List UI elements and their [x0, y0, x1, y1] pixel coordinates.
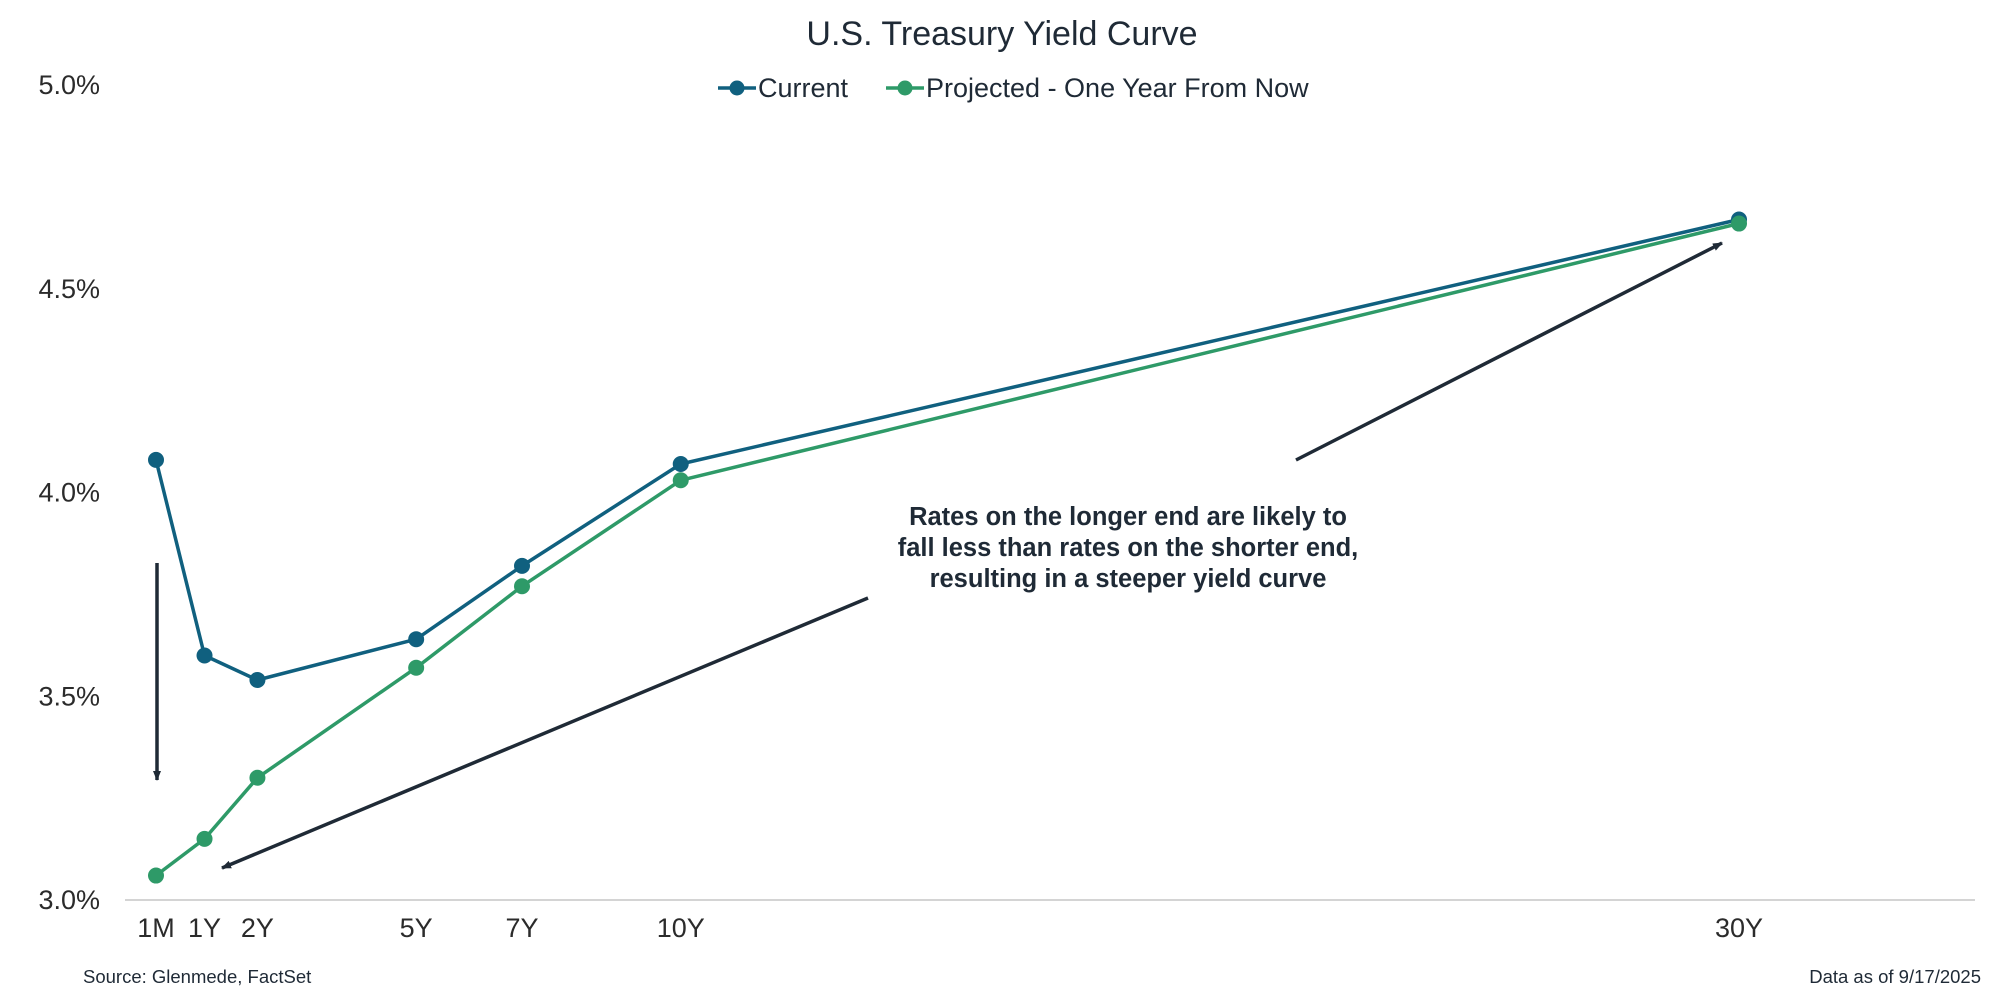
data-point: [513, 578, 530, 595]
data-point: [672, 472, 689, 489]
data-point: [408, 631, 425, 648]
legend-item-current: Current: [718, 73, 849, 103]
annotation-line-1: Rates on the longer end are likely to: [909, 503, 1347, 531]
long-end-arrow: [1295, 241, 1723, 462]
x-tick-label: 5Y: [400, 913, 433, 943]
y-axis: 3.0% 3.5% 4.0% 4.5% 5.0%: [38, 70, 100, 915]
legend-item-projected: Projected - One Year From Now: [886, 73, 1309, 103]
legend: Current Projected - One Year From Now: [718, 73, 1309, 103]
y-tick-label: 4.0%: [38, 478, 100, 508]
legend-label-projected: Projected - One Year From Now: [926, 73, 1309, 103]
annotation-line-3: resulting in a steeper yield curve: [930, 565, 1327, 593]
x-tick-label: 10Y: [657, 913, 705, 943]
data-point: [1731, 215, 1747, 232]
series-projected: [148, 215, 1747, 884]
data-point: [196, 830, 213, 847]
data-point: [148, 451, 164, 468]
legend-marker-projected: [897, 80, 913, 96]
chart-title: U.S. Treasury Yield Curve: [806, 15, 1197, 53]
y-tick-label: 3.0%: [38, 885, 100, 915]
data-point: [148, 867, 164, 884]
data-point: [249, 671, 266, 688]
data-point: [672, 455, 689, 472]
data-point: [408, 659, 425, 676]
annotation: Rates on the longer end are likely to fa…: [153, 241, 1723, 870]
y-tick-label: 3.5%: [38, 681, 100, 711]
legend-label-current: Current: [758, 73, 849, 103]
data-point: [196, 647, 213, 664]
legend-marker-current: [729, 80, 745, 96]
series-current: [148, 211, 1747, 688]
annotation-line-2: fall less than rates on the shorter end,: [898, 534, 1359, 562]
x-tick-label: 1M: [137, 913, 175, 943]
data-point: [513, 557, 530, 574]
data-date-note: Data as of 9/17/2025: [1809, 966, 1981, 987]
x-tick-label: 7Y: [505, 913, 538, 943]
short-end-arrow: [221, 596, 869, 870]
source-note: Source: Glenmede, FactSet: [83, 966, 311, 987]
x-tick-label: 1Y: [188, 913, 221, 943]
series-line: [154, 217, 1740, 682]
y-tick-label: 5.0%: [38, 70, 100, 100]
x-tick-label: 2Y: [241, 913, 274, 943]
data-point: [249, 769, 266, 786]
x-axis: 1M 1Y 2Y 5Y 7Y 10Y 30Y: [137, 913, 1763, 943]
y-tick-label: 4.5%: [38, 274, 100, 304]
x-tick-label: 30Y: [1715, 913, 1763, 943]
series-layer: [148, 211, 1747, 884]
